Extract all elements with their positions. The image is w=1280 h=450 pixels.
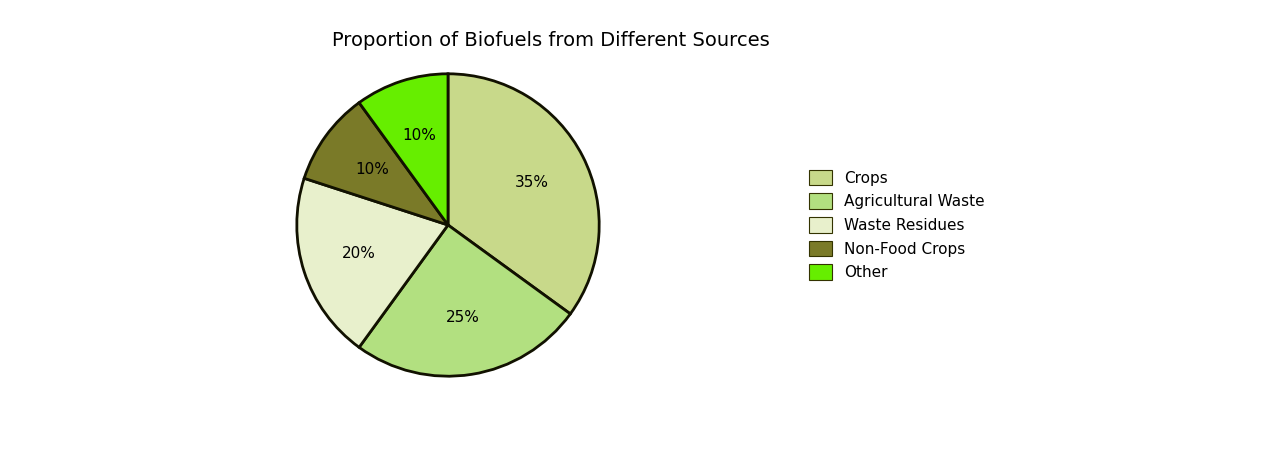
Text: 35%: 35% (515, 175, 549, 190)
Legend: Crops, Agricultural Waste, Waste Residues, Non-Food Crops, Other: Crops, Agricultural Waste, Waste Residue… (801, 162, 992, 288)
Text: 20%: 20% (342, 247, 376, 261)
Wedge shape (360, 225, 571, 376)
Wedge shape (360, 74, 448, 225)
Wedge shape (448, 74, 599, 314)
Wedge shape (297, 178, 448, 347)
Text: Proportion of Biofuels from Different Sources: Proportion of Biofuels from Different So… (332, 32, 769, 50)
Text: 10%: 10% (356, 162, 389, 177)
Wedge shape (305, 103, 448, 225)
Text: 25%: 25% (445, 310, 480, 325)
Text: 10%: 10% (402, 128, 436, 144)
